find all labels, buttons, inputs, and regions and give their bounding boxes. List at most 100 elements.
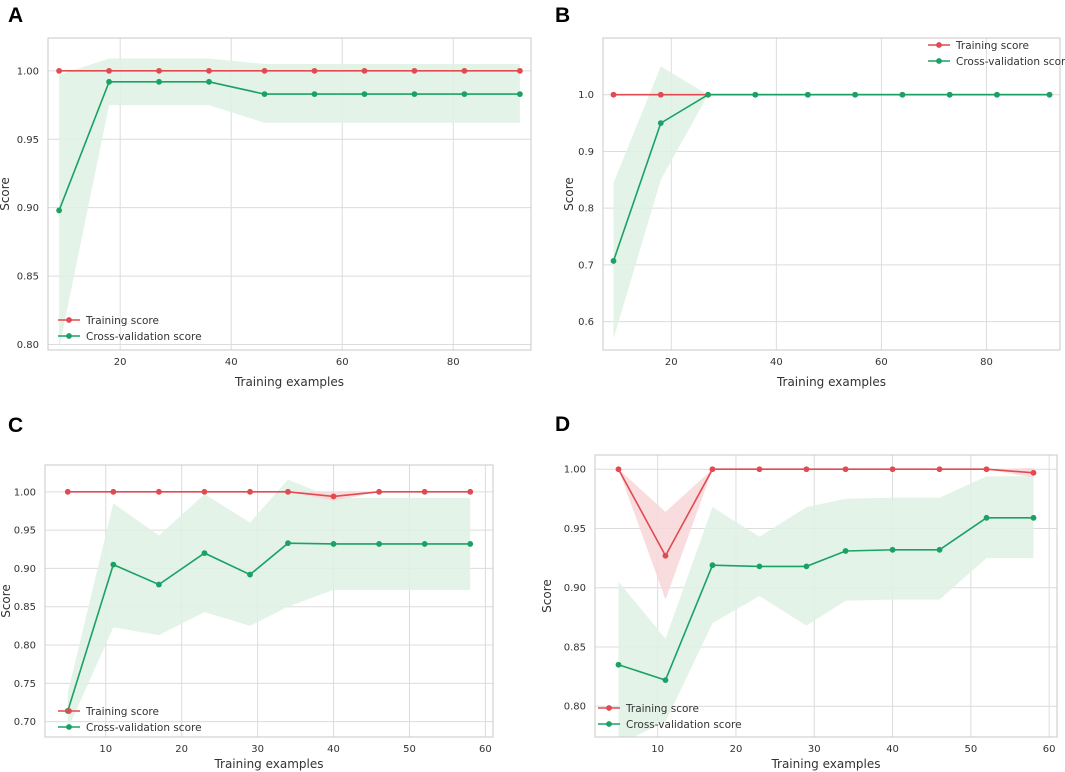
x-tick-label: 60 [875,357,888,368]
cv-score-point [311,91,318,98]
x-tick-label: 40 [886,744,899,755]
y-tick-label: 0.70 [14,717,36,728]
y-tick-label: 0.8 [578,204,594,215]
legend-marker [66,317,72,323]
y-axis-label: Score [562,177,576,211]
y-tick-label: 0.95 [14,526,36,537]
legend-marker [936,58,942,64]
legend-marker [66,708,72,714]
training-score-point [376,488,383,495]
y-tick-label: 0.85 [564,642,586,653]
x-tick-label: 20 [114,357,127,368]
x-tick-label: 60 [479,744,492,755]
training-score-point [247,488,253,495]
cv-score-point [899,91,906,98]
training-score-point [206,67,212,74]
cv-score-point [467,541,474,547]
training-score-point [261,67,268,74]
y-tick-label: 0.9 [578,147,594,158]
training-score-point [201,488,208,495]
cv-score-point [156,78,162,85]
x-tick-label: 60 [336,357,349,368]
panel-letter: D [555,413,570,436]
y-tick-label: 0.95 [564,524,586,535]
x-axis-label: Training examples [234,375,344,389]
cv-score-line [612,93,1050,262]
cv-score-point [421,541,428,547]
plot-frame [594,454,1058,738]
x-tick-label: 20 [665,357,678,368]
cv-score-point [752,91,759,98]
x-tick-label: 50 [964,744,977,755]
training-score-point [1030,469,1037,476]
cv-score-point [247,571,253,578]
cv-score-point [261,91,268,98]
cv-score-point [110,561,117,568]
y-tick-label: 0.90 [14,564,36,575]
y-tick-label: 0.95 [17,135,39,146]
panel-letter: C [8,414,23,437]
legend-marker [936,42,942,48]
cv-score-point [376,541,383,547]
legend-marker [66,333,72,339]
cv-score-point [983,514,990,521]
panel-b: B 0.6 0.7 0.8 0.9 1.0 20 40 60 80 Training example… [555,4,1065,389]
legend-label: Cross-validation score [626,719,742,731]
cv-score-point [615,661,622,668]
cv-score-point [206,78,212,85]
training-score-point [657,91,664,98]
cv-score-point [662,677,669,684]
cv-score-point [201,550,208,557]
x-tick-label: 10 [99,744,112,755]
plot-frame [47,37,532,351]
training-score-point [842,466,849,473]
training-score-point [610,91,617,98]
x-axis-label: Training examples [770,757,880,771]
cv-score-point [106,78,112,85]
training-score-point [155,488,162,495]
x-tick-label: 60 [1043,744,1056,755]
training-score-point [411,67,418,74]
y-tick-label: 1.00 [17,66,39,77]
x-tick-label: 30 [808,744,821,755]
cv-score-band [67,479,471,730]
training-score-point [110,488,117,495]
cv-score-point [657,120,664,126]
cv-score-point [516,91,523,98]
training-score-point [889,466,896,473]
legend-label: Cross-validation score [86,331,202,343]
cv-score-point [852,91,859,98]
cv-score-line [618,516,1034,682]
panel-letter: A [8,4,23,27]
plot-frame [44,464,494,738]
cv-score-point [842,548,849,554]
cv-score-point [361,91,368,98]
training-score-point [803,466,810,473]
x-tick-label: 20 [175,744,188,755]
training-score-point [106,67,112,74]
training-score-point [983,466,990,473]
y-tick-label: 1.00 [14,487,36,498]
training-score-point [311,67,318,74]
x-tick-label: 40 [327,744,340,755]
x-tick-label: 80 [447,357,460,368]
plot-frame [602,37,1061,351]
x-tick-label: 50 [403,744,416,755]
x-tick-label: 40 [770,357,783,368]
plot-area [615,466,1037,737]
x-tick-label: 80 [980,357,993,368]
cv-score-band [613,66,1050,339]
y-axis-label: Score [0,584,13,618]
legend-marker [66,724,72,730]
cv-score-point [803,563,810,570]
training-score-point [467,488,474,495]
y-tick-label: 1.0 [578,90,594,101]
cv-score-point [285,540,291,547]
y-tick-label: 0.6 [578,317,594,328]
cv-score-point [936,546,943,553]
cv-score-point [56,207,63,214]
training-score-line [617,468,1034,558]
training-score-point [285,488,291,495]
cv-score-line [67,542,471,712]
